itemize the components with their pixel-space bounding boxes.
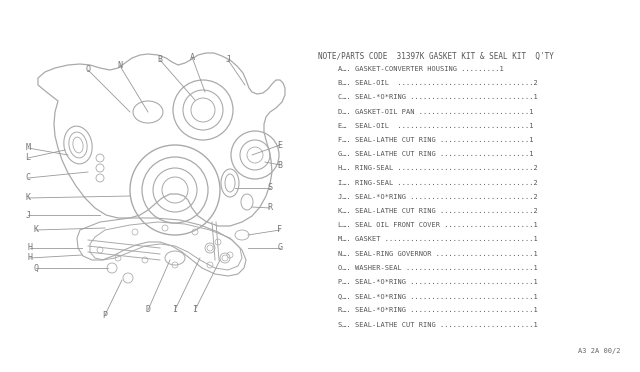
Text: J: J: [225, 55, 230, 64]
Text: K: K: [26, 193, 31, 202]
Text: C: C: [26, 173, 31, 183]
Text: E: E: [278, 141, 282, 150]
Text: N: N: [118, 61, 122, 71]
Text: I: I: [193, 305, 198, 314]
Text: A…. GASKET-CONVERTER HOUSING .........1: A…. GASKET-CONVERTER HOUSING .........1: [338, 66, 504, 72]
Text: J: J: [26, 211, 31, 219]
Text: I: I: [173, 305, 177, 314]
Text: H: H: [28, 244, 33, 253]
Text: G: G: [278, 244, 282, 253]
Text: B: B: [278, 160, 282, 170]
Text: F: F: [278, 225, 282, 234]
Text: L…. SEAL OIL FRONT COVER .....................1: L…. SEAL OIL FRONT COVER ...............…: [338, 222, 538, 228]
Text: O…. WASHER-SEAL ..............................1: O…. WASHER-SEAL ........................…: [338, 265, 538, 271]
Text: J…. SEAL-*O*RING .............................2: J…. SEAL-*O*RING .......................…: [338, 194, 538, 200]
Text: Q…. SEAL-*O*RING .............................1: Q…. SEAL-*O*RING .......................…: [338, 293, 538, 299]
Text: C…. SEAL-*O*RING .............................1: C…. SEAL-*O*RING .......................…: [338, 94, 538, 100]
Text: N…. SEAL-RING GOVERNOR .......................1: N…. SEAL-RING GOVERNOR .................…: [338, 251, 538, 257]
Text: F…. SEAL-LATHE CUT RING .....................1: F…. SEAL-LATHE CUT RING ................…: [338, 137, 534, 143]
Text: B…. SEAL-OIL  ................................2: B…. SEAL-OIL ...........................…: [338, 80, 538, 86]
Text: D: D: [145, 305, 150, 314]
Text: D…. GASKET-OIL PAN ..........................1: D…. GASKET-OIL PAN .....................…: [338, 109, 534, 115]
Text: S: S: [268, 183, 273, 192]
Text: I…. RING-SEAL ................................2: I…. RING-SEAL ..........................…: [338, 180, 538, 186]
Text: L: L: [26, 154, 31, 163]
Text: P…. SEAL-*O*RING .............................1: P…. SEAL-*O*RING .......................…: [338, 279, 538, 285]
Text: R: R: [268, 203, 273, 212]
Text: A3 2A 00/2: A3 2A 00/2: [577, 348, 620, 354]
Text: NOTE∕PARTS CODE  31397K GASKET KIT & SEAL KIT  Q'TY: NOTE∕PARTS CODE 31397K GASKET KIT & SEAL…: [318, 52, 554, 61]
Text: K…. SEAL-LATHE CUT RING ......................2: K…. SEAL-LATHE CUT RING ................…: [338, 208, 538, 214]
Text: P: P: [102, 311, 108, 320]
Text: G…. SEAL-LATHE CUT RING .....................1: G…. SEAL-LATHE CUT RING ................…: [338, 151, 534, 157]
Text: K: K: [33, 225, 38, 234]
Text: S…. SEAL-LATHE CUT RING ......................1: S…. SEAL-LATHE CUT RING ................…: [338, 322, 538, 328]
Text: H: H: [28, 253, 33, 263]
Text: B: B: [157, 55, 163, 64]
Text: R…. SEAL-*O*RING .............................1: R…. SEAL-*O*RING .......................…: [338, 307, 538, 313]
Text: E…  SEAL-OIL  ...............................1: E… SEAL-OIL ............................…: [338, 123, 534, 129]
Text: H…. RING-SEAL ................................2: H…. RING-SEAL ..........................…: [338, 166, 538, 171]
Text: M…. GASKET ...................................1: M…. GASKET .............................…: [338, 236, 538, 243]
Text: A: A: [189, 52, 195, 61]
Text: O: O: [86, 65, 90, 74]
Text: Q: Q: [33, 263, 38, 273]
Text: M: M: [26, 144, 31, 153]
